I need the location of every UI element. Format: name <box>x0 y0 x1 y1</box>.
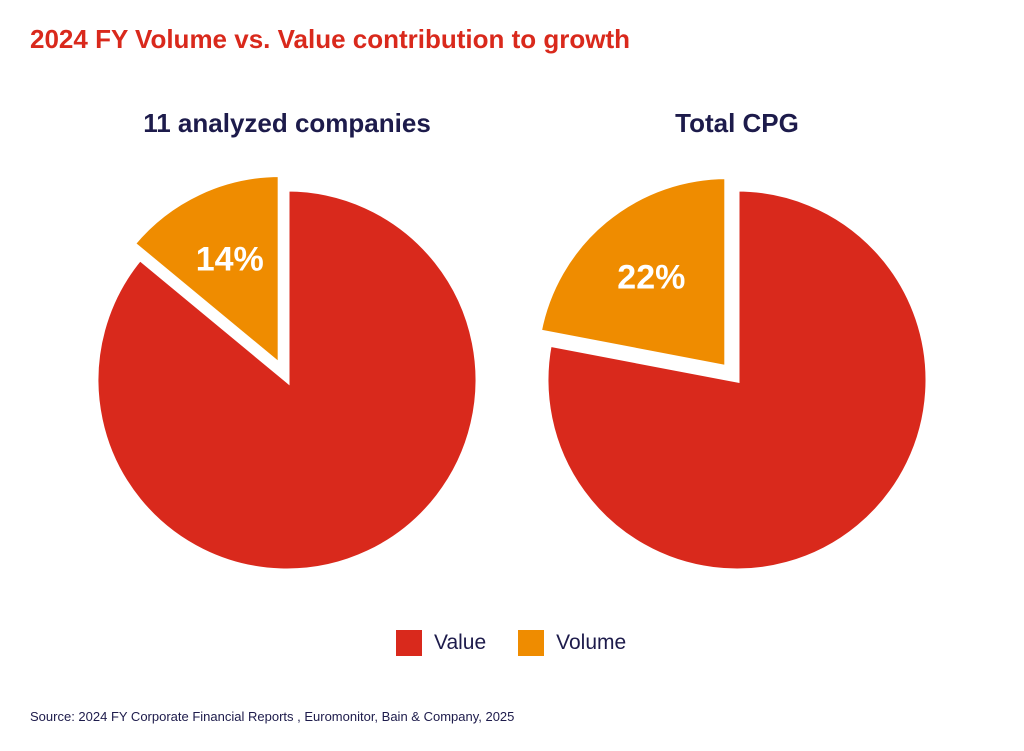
legend: Value Volume <box>396 630 658 656</box>
legend-item-value: Value <box>396 630 486 656</box>
legend-swatch-volume <box>518 630 545 656</box>
chart-title-analyzed-companies: 11 analyzed companies <box>143 108 431 138</box>
pie-label-volume-0: 14% <box>196 240 264 278</box>
legend-label-volume: Volume <box>556 631 627 654</box>
legend-label-value: Value <box>434 631 487 654</box>
legend-item-volume: Volume <box>518 630 626 656</box>
pie-slice-volume-1 <box>536 174 730 371</box>
chart-title-total-cpg: Total CPG <box>675 108 799 138</box>
legend-swatch-value <box>396 630 422 656</box>
source-note: Source: 2024 FY Corporate Financial Repo… <box>30 709 515 724</box>
pie-slice-value-0 <box>93 186 481 574</box>
page-title: 2024 FY Volume vs. Value contribution to… <box>30 24 631 54</box>
pie-label-volume-1: 22% <box>617 258 685 296</box>
pie-slice-value-1 <box>543 186 931 574</box>
pie-slice-volume-0 <box>129 172 283 371</box>
